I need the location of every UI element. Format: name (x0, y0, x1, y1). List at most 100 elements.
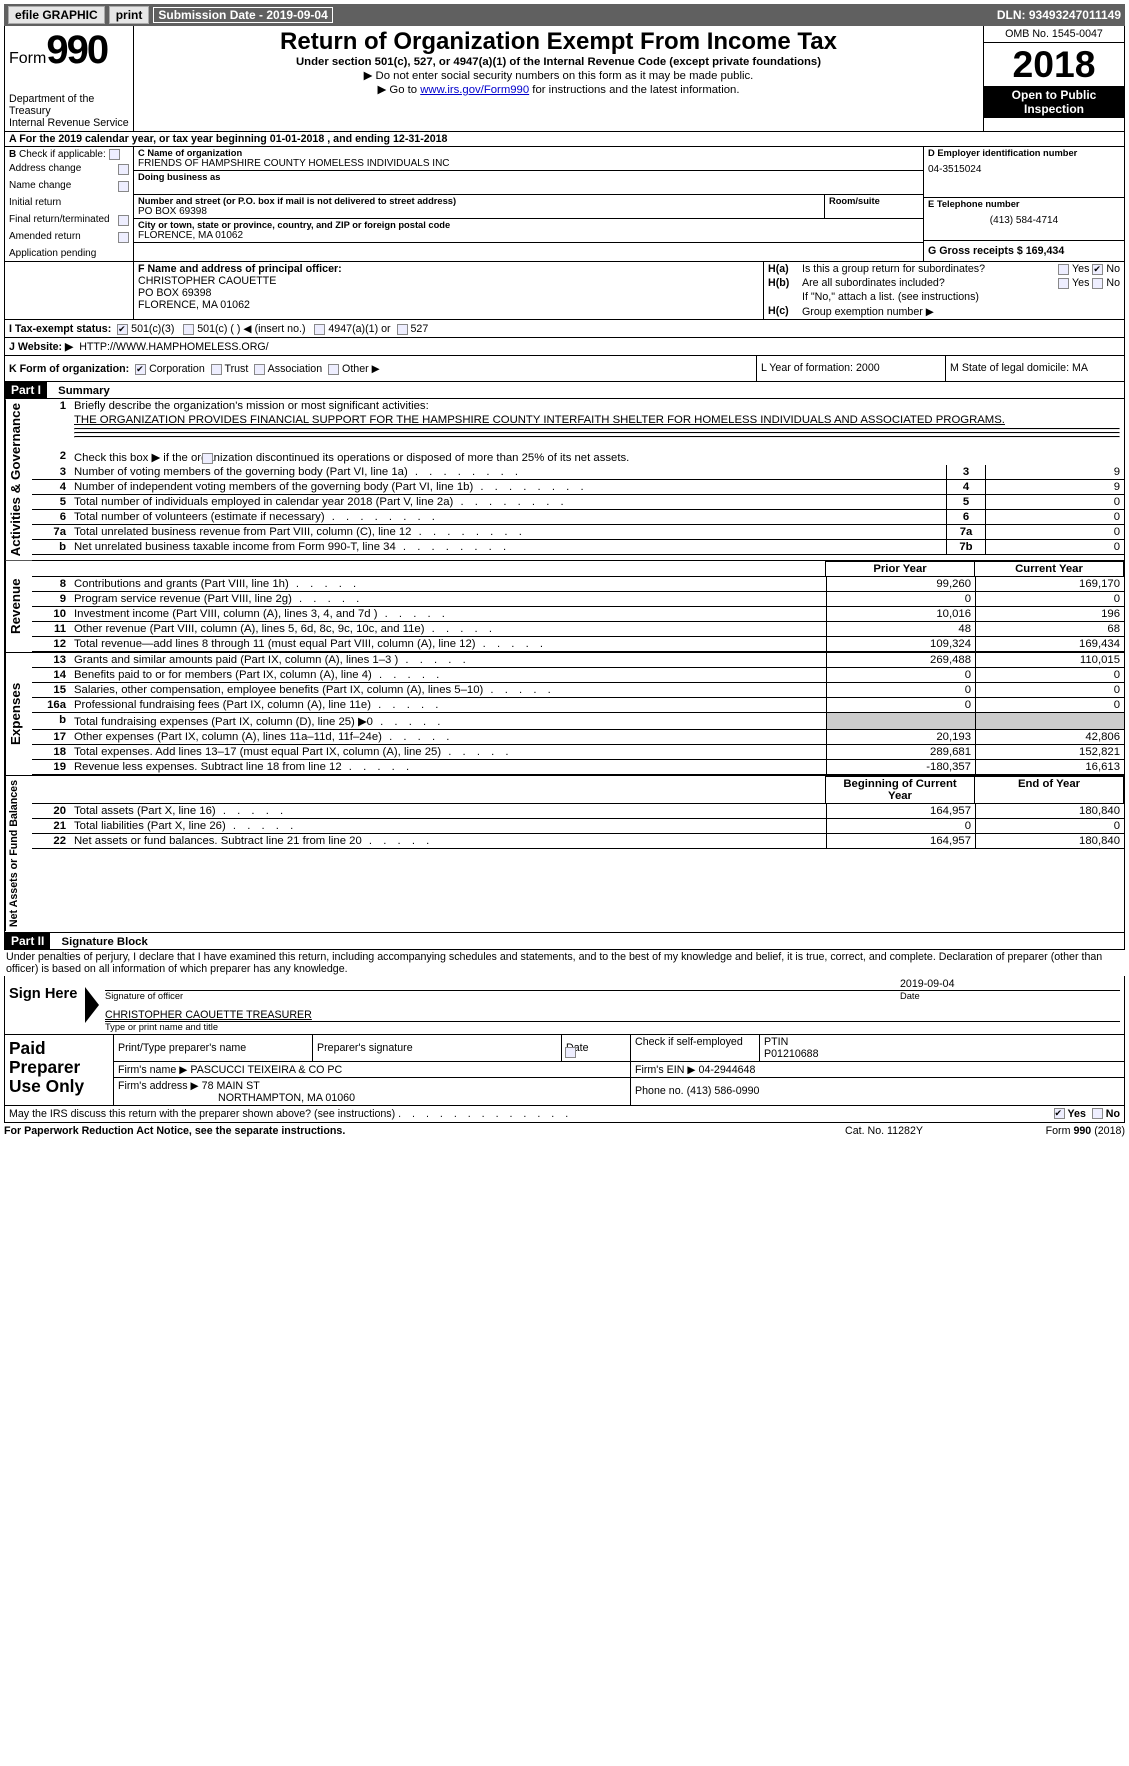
vert-activities: Activities & Governance (5, 399, 32, 560)
current-value: 169,434 (976, 637, 1125, 652)
part-i-title: Summary (50, 385, 110, 397)
firm-ein: 04-2944648 (699, 1064, 756, 1076)
hc-question: Group exemption number ▶ (802, 305, 934, 318)
prior-value: -180,357 (827, 760, 976, 775)
no-label: No (1106, 1108, 1120, 1120)
501c3-label: 501(c)(3) (131, 323, 174, 335)
officer-addr: PO BOX 69398 (138, 287, 759, 299)
prior-value: 0 (827, 592, 976, 607)
form-number: 990 (46, 28, 107, 72)
current-year-hdr: Current Year (975, 562, 1124, 577)
checkbox[interactable] (118, 232, 129, 243)
checkbox-corp[interactable] (135, 364, 146, 375)
year-formation: L Year of formation: 2000 (756, 356, 945, 381)
checkbox[interactable] (183, 324, 194, 335)
checkbox-checked[interactable] (1092, 264, 1103, 275)
ptin-hdr: PTIN (764, 1036, 1120, 1048)
dba-label: Doing business as (138, 172, 919, 182)
paid-preparer-label: Paid Preparer Use Only (5, 1035, 113, 1105)
firm-name: PASCUCCI TEIXEIRA & CO PC (190, 1064, 342, 1076)
discuss-row: May the IRS discuss this return with the… (4, 1106, 1125, 1123)
hb-label: H(b) (768, 277, 789, 289)
checkbox[interactable] (1058, 278, 1069, 289)
line-text: Total number of individuals employed in … (70, 495, 947, 510)
self-emp-label: Check if self-employed (635, 1036, 743, 1048)
ha-label: H(a) (768, 263, 789, 275)
prior-value: 0 (827, 668, 976, 683)
sign-arrow-icon (85, 987, 99, 1023)
current-value: 16,613 (976, 760, 1125, 775)
ha-question: Is this a group return for subordinates? (802, 263, 1058, 275)
checkbox[interactable] (328, 364, 339, 375)
firm-addr1: 78 MAIN ST (202, 1080, 260, 1092)
f-label: F Name and address of principal officer: (138, 263, 342, 275)
checkbox-yes[interactable] (1054, 1108, 1065, 1119)
vert-expenses: Expenses (5, 653, 32, 775)
corp-label: Corporation (149, 363, 205, 375)
prior-value: 164,957 (827, 834, 976, 849)
checkbox[interactable] (118, 181, 129, 192)
dln: DLN: 93493247011149 (997, 8, 1121, 22)
prior-value: 10,016 (827, 607, 976, 622)
line-text: Salaries, other compensation, employee b… (70, 683, 827, 698)
form-subtitle: Under section 501(c), 527, or 4947(a)(1)… (142, 56, 975, 68)
vert-revenue: Revenue (5, 561, 32, 652)
mission-text: THE ORGANIZATION PROVIDES FINANCIAL SUPP… (70, 413, 1124, 427)
prep-sig-hdr: Preparer's signature (313, 1035, 562, 1062)
line-text: Other expenses (Part IX, column (A), lin… (70, 730, 827, 745)
checkbox[interactable] (1058, 264, 1069, 275)
amended-return-label: Amended return (9, 231, 129, 242)
current-value: 0 (976, 592, 1125, 607)
prior-value: 164,957 (827, 804, 976, 819)
name-change-label: Name change (9, 180, 129, 191)
prior-value: 0 (827, 819, 976, 834)
irs-label: Internal Revenue Service (9, 117, 129, 129)
line-text: Professional fundraising fees (Part IX, … (70, 698, 827, 713)
print-btn[interactable]: print (109, 6, 150, 24)
omb-number: OMB No. 1545-0047 (984, 26, 1124, 43)
yes-label: Yes (1072, 277, 1089, 289)
part-i-header-row: Part I Summary (4, 382, 1125, 399)
line-text: Total fundraising expenses (Part IX, col… (70, 713, 827, 730)
prior-value: 48 (827, 622, 976, 637)
street-label: Number and street (or P.O. box if mail i… (138, 196, 820, 206)
irs-link[interactable]: www.irs.gov/Form990 (420, 84, 529, 96)
phone-value: (413) 584-4714 (928, 215, 1120, 226)
part-ii-header: Part II Signature Block (4, 933, 1125, 950)
row-k-l-m: K Form of organization: Corporation Trus… (4, 356, 1125, 382)
form-org-label: K Form of organization: (9, 363, 129, 375)
open-to-public: Open to Public Inspection (984, 86, 1124, 118)
footer: For Paperwork Reduction Act Notice, see … (4, 1123, 1125, 1139)
line-box: 5 (947, 495, 986, 510)
prior-value: 0 (827, 698, 976, 713)
signer-name-title: CHRISTOPHER CAOUETTE TREASURER (105, 1009, 1120, 1022)
final-return-label: Final return/terminated (9, 214, 129, 225)
checkbox[interactable] (109, 149, 120, 160)
line-box: 4 (947, 480, 986, 495)
checkbox-501c3[interactable] (117, 324, 128, 335)
current-value: 42,806 (976, 730, 1125, 745)
ptin-value: P01210688 (764, 1048, 1120, 1060)
checkbox[interactable] (397, 324, 408, 335)
checkbox[interactable] (118, 164, 129, 175)
line-text: Total unrelated business revenue from Pa… (70, 525, 947, 540)
form-title: Return of Organization Exempt From Incom… (142, 28, 975, 56)
checkbox[interactable] (1092, 278, 1103, 289)
street-value: PO BOX 69398 (138, 206, 820, 217)
current-value: 0 (976, 819, 1125, 834)
checkbox[interactable] (202, 453, 213, 464)
line-text: Revenue less expenses. Subtract line 18 … (70, 760, 827, 775)
4947-label: 4947(a)(1) or (328, 323, 390, 335)
line-2-text: Check this box ▶ if the organization dis… (70, 449, 1124, 465)
line-box: 7b (947, 540, 986, 555)
checkbox[interactable] (565, 1047, 576, 1058)
form-footer: Form 990 (2018) (1005, 1125, 1125, 1137)
checkbox[interactable] (314, 324, 325, 335)
jurat-text: Under penalties of perjury, I declare th… (4, 950, 1125, 976)
checkbox[interactable] (118, 215, 129, 226)
line-box: 7a (947, 525, 986, 540)
efile-btn[interactable]: efile GRAPHIC (8, 6, 105, 24)
checkbox[interactable] (254, 364, 265, 375)
checkbox[interactable] (211, 364, 222, 375)
checkbox-no[interactable] (1092, 1108, 1103, 1119)
